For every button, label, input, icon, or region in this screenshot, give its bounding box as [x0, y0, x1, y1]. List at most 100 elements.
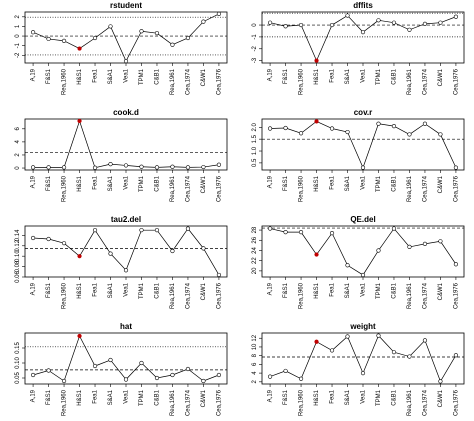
data-point	[123, 268, 129, 273]
data-point	[391, 226, 397, 231]
data-point	[267, 20, 273, 25]
y-tick-label: 22	[252, 257, 258, 264]
x-tick-label: TPM1	[139, 175, 145, 192]
panel-title: hat	[120, 322, 132, 331]
y-tick-label: 0.06	[15, 271, 21, 283]
data-point	[123, 163, 129, 168]
data-point	[360, 272, 366, 278]
y-tick-label: 4	[252, 371, 258, 375]
data-point	[329, 126, 335, 131]
x-tick-label: H&S1	[314, 68, 320, 84]
y-tick-label: 0.5	[252, 158, 258, 167]
data-point	[201, 164, 206, 170]
x-tick-label: Cea,1974	[186, 282, 192, 309]
x-tick-label: Rea,1961	[170, 389, 176, 416]
x-tick-label: Cea,1974	[186, 68, 192, 95]
data-point	[30, 235, 36, 241]
data-point	[92, 228, 98, 233]
data-point	[453, 262, 459, 267]
x-tick-label: Vea1	[361, 175, 367, 189]
data-point	[61, 165, 67, 170]
data-point	[298, 131, 304, 136]
x-tick-label: C&B1	[155, 68, 161, 84]
x-tick-label: A,19	[268, 389, 274, 402]
plot-frame	[261, 118, 465, 171]
data-point	[108, 357, 113, 363]
x-tick-label: Rea,1960	[62, 68, 68, 95]
x-tick-label: Vea1	[361, 68, 367, 82]
data-point	[61, 38, 67, 43]
x-tick-label: Rea,1961	[407, 175, 413, 202]
data-point	[283, 230, 288, 235]
x-tick-label: C&B1	[392, 282, 398, 298]
x-tick-label: S&A1	[108, 175, 114, 191]
data-point	[422, 241, 428, 246]
data-point	[438, 132, 443, 137]
x-tick-label: Cea,1974	[423, 68, 429, 95]
series-line	[32, 335, 220, 382]
panel-title: cov.r	[354, 108, 373, 117]
data-point	[123, 377, 129, 382]
x-tick-label: S&A1	[108, 389, 114, 405]
x-tick-label: Cea,1976	[453, 68, 459, 95]
data-point	[170, 248, 175, 254]
data-point	[329, 348, 335, 353]
panel-title: rstudent	[110, 1, 142, 10]
x-tick-label: S&A1	[345, 282, 351, 298]
data-point	[283, 125, 288, 131]
x-tick-label: H&S1	[314, 282, 320, 298]
data-point	[46, 165, 51, 170]
data-point	[314, 58, 319, 63]
data-point	[391, 20, 397, 25]
x-tick-label: Vea1	[124, 282, 130, 296]
x-tick-label: C&B1	[155, 282, 161, 298]
data-point	[407, 244, 412, 250]
panel: hat 0.05 0.10 0.15 A,19 F&S1 Rea,1960 H&S1 Fea1 S…	[15, 322, 228, 416]
y-tick-label: 0	[15, 34, 21, 38]
x-tick-label: F&S1	[46, 282, 52, 298]
y-tick-label: 24	[252, 246, 258, 253]
x-tick-label: H&S1	[77, 175, 83, 191]
x-tick-label: F&S1	[46, 175, 52, 191]
plot-frame	[261, 225, 465, 278]
y-tick-label: 1	[15, 24, 21, 28]
data-point	[438, 20, 443, 25]
x-tick-label: Rea,1960	[62, 389, 68, 416]
x-tick-label: Fea1	[330, 389, 336, 403]
y-tick-label: 0.14	[15, 229, 21, 241]
y-tick-label: 20	[252, 267, 258, 274]
data-point	[123, 58, 129, 64]
data-point	[376, 121, 381, 126]
data-point	[407, 354, 412, 359]
y-tick-label: 8	[252, 353, 258, 357]
data-point	[376, 333, 381, 338]
x-tick-label: Rea,1960	[62, 282, 68, 309]
x-tick-label: C&B1	[155, 175, 161, 191]
data-point	[345, 129, 350, 135]
x-tick-label: Cea,1976	[216, 68, 222, 95]
x-tick-label: C&W1	[438, 282, 444, 300]
data-point	[267, 226, 273, 231]
x-tick-label: S&A1	[345, 68, 351, 84]
data-point	[30, 30, 36, 35]
data-point	[345, 13, 350, 18]
data-point	[360, 30, 366, 35]
x-tick-label: Fea1	[93, 68, 99, 82]
data-point	[170, 372, 175, 378]
series-line	[270, 227, 457, 276]
data-point	[216, 372, 222, 378]
data-point	[92, 363, 98, 369]
data-point	[422, 338, 428, 343]
data-point	[329, 231, 335, 236]
data-point	[30, 165, 36, 170]
data-point	[283, 368, 288, 374]
data-point	[376, 248, 381, 253]
y-tick-label: 2	[15, 153, 21, 157]
data-point	[329, 22, 335, 28]
data-point	[360, 165, 366, 170]
data-point	[185, 165, 191, 170]
data-point	[407, 27, 412, 32]
x-tick-label: F&S1	[283, 389, 289, 405]
data-point	[201, 246, 206, 251]
y-tick-label: 0.05	[15, 372, 21, 384]
